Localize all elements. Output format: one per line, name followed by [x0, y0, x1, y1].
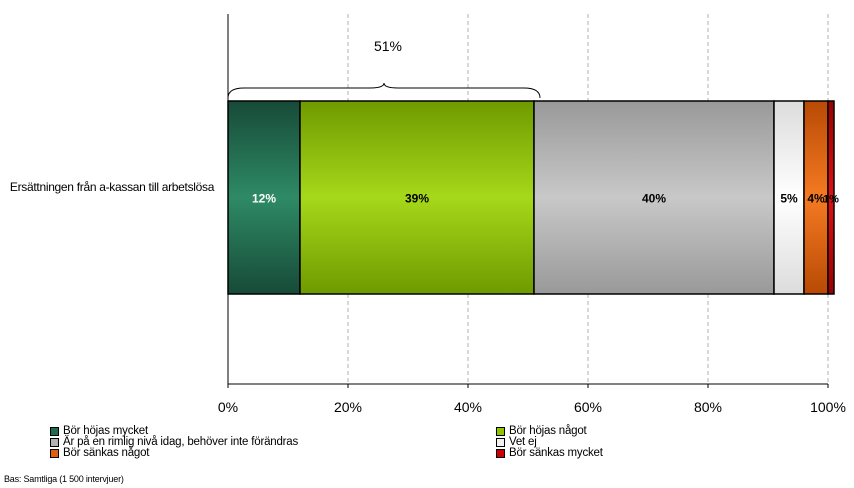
data-label: 39%	[405, 192, 429, 206]
base-note: Bas: Samtliga (1 500 intervjuer)	[4, 474, 124, 484]
data-label: 12%	[252, 192, 276, 206]
legend-label: Bör höjas mycket	[63, 425, 148, 437]
x-tick-label: 20%	[334, 399, 362, 415]
bracket-shape	[227, 82, 541, 99]
bar-segment	[299, 100, 535, 295]
category-label: Ersättningen från a-kassan till arbetslö…	[9, 180, 215, 194]
x-axis-ticks: 0% 20% 40% 60% 80% 100%	[218, 384, 846, 415]
legend-item-bor-sankas-nagot: Bör sänkas något	[50, 447, 150, 459]
x-tick-label: 80%	[694, 399, 722, 415]
data-label: 5%	[780, 192, 798, 206]
x-tick-label: 0%	[218, 399, 238, 415]
bracket-label: 51%	[374, 38, 402, 54]
legend-label: Vet ej	[509, 436, 537, 448]
legend-item-vet-ej: Vet ej	[496, 436, 537, 448]
legend-item-bor-sankas-mycket: Bör sänkas mycket	[496, 447, 603, 459]
legend-swatch	[496, 438, 505, 447]
legend-swatch	[50, 449, 59, 458]
bar-segment	[227, 100, 301, 295]
legend-swatch	[50, 427, 59, 436]
data-label: 40%	[642, 192, 666, 206]
legend-item-bor-hojas-nagot: Bör höjas något	[496, 425, 587, 437]
bar-segments: 12% 39% 40% 5% 4%1%	[227, 100, 839, 295]
bar-segment	[827, 100, 835, 295]
bracket-annotation: 51%	[227, 38, 541, 99]
data-label: 4%	[807, 192, 825, 206]
legend-item-bor-hojas-mycket: Bör höjas mycket	[50, 425, 148, 437]
legend: Bör höjas mycket Bör höjas något Är på e…	[50, 425, 810, 470]
x-tick-label: 40%	[454, 399, 482, 415]
legend-item-rimlig-niva: Är på en rimlig nivå idag, behöver inte …	[50, 436, 299, 448]
legend-label: Bör sänkas mycket	[509, 447, 603, 459]
legend-label: Bör höjas något	[509, 425, 587, 437]
x-tick-label: 100%	[810, 399, 846, 415]
legend-swatch	[50, 438, 59, 447]
legend-label: Bör sänkas något	[63, 447, 150, 459]
x-tick-label: 60%	[574, 399, 602, 415]
legend-swatch	[496, 427, 505, 436]
legend-swatch	[496, 449, 505, 458]
data-label: 1%	[823, 194, 839, 206]
legend-label: Är på en rimlig nivå idag, behöver inte …	[63, 436, 299, 448]
